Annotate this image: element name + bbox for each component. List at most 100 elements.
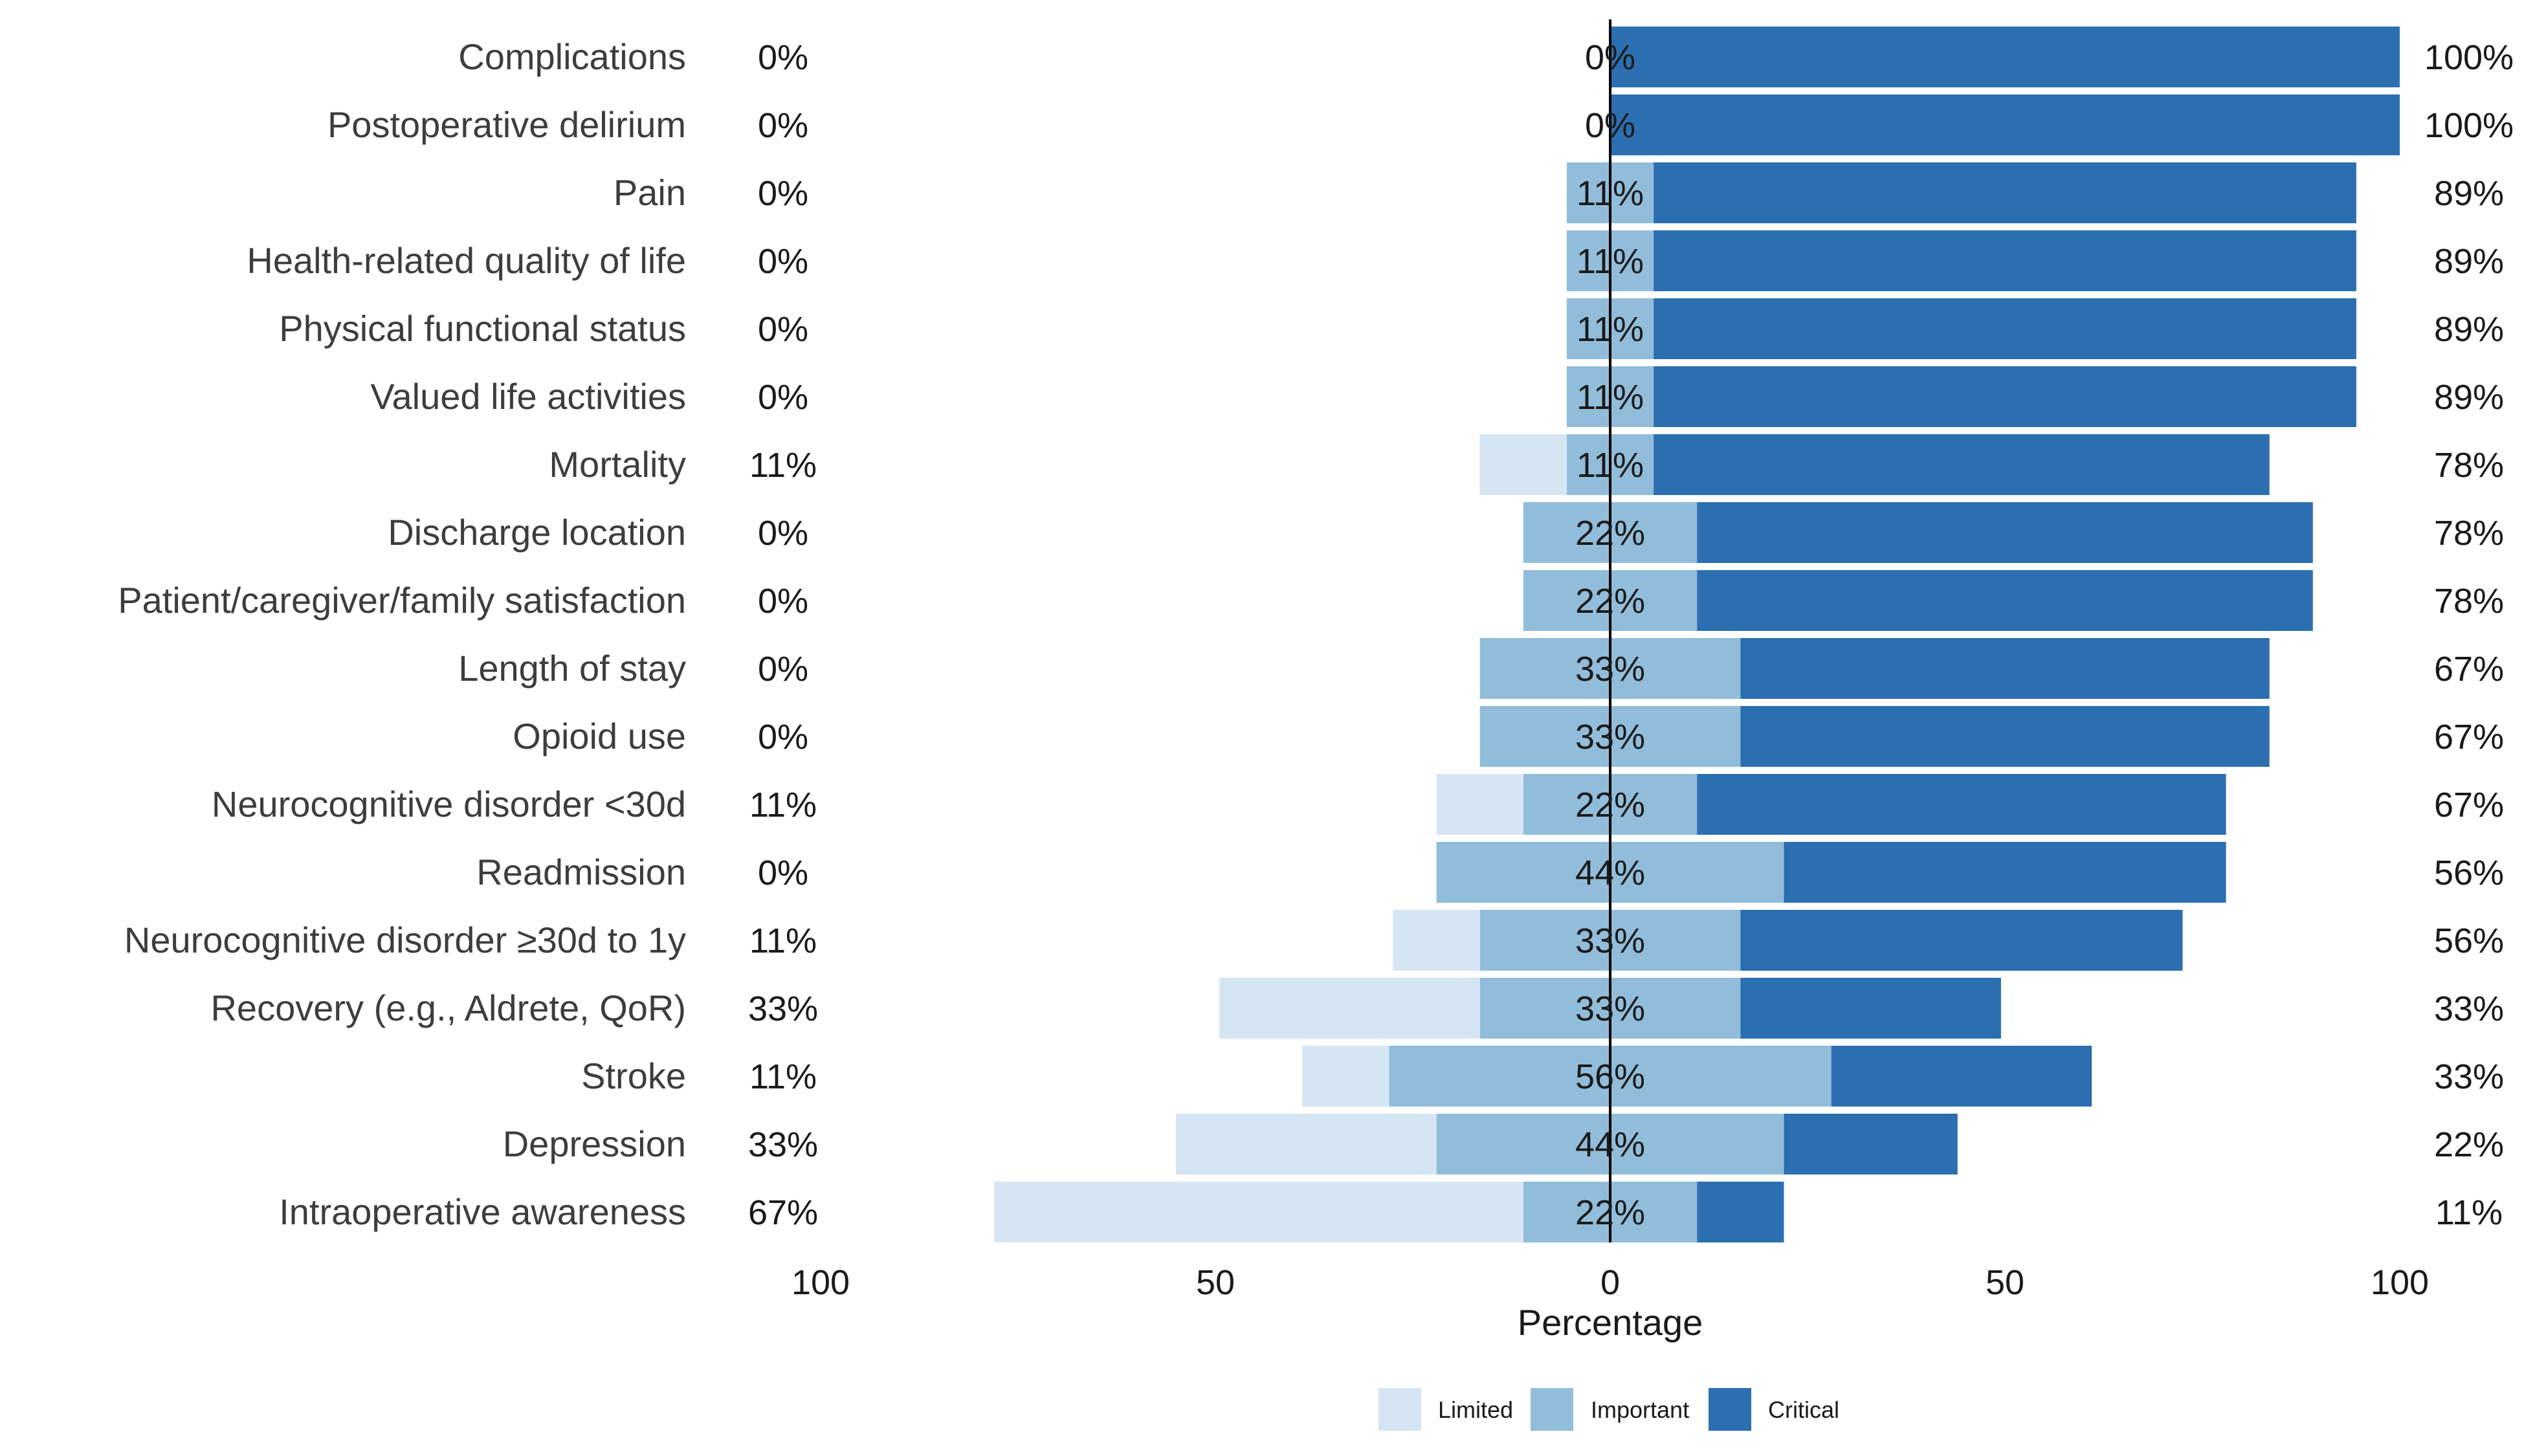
bar-critical: [1740, 978, 2001, 1039]
bar-critical: [1697, 502, 2313, 563]
x-axis: 100 50 0 50 100: [792, 1263, 2429, 1302]
bar-limited: [1479, 434, 1567, 495]
category-label: Length of stay: [458, 648, 686, 689]
bars-layer: [994, 27, 2400, 1242]
bar-limited: [1302, 1046, 1389, 1107]
limited-percent-label: 33%: [748, 989, 818, 1028]
bar-critical: [1740, 638, 2270, 699]
important-percent-label: 11%: [1577, 378, 1644, 417]
category-label: Intraoperative awareness: [279, 1191, 686, 1232]
bar-limited: [1436, 774, 1523, 835]
limited-percent-label: 0%: [758, 582, 808, 621]
labels-layer: Complications 0% 0% 100% Postoperative delir…: [118, 36, 2514, 1232]
important-percent-label: 56%: [1575, 1057, 1645, 1096]
bar-critical: [1654, 366, 2356, 427]
important-percent-label: 11%: [1577, 242, 1644, 281]
important-percent-label: 0%: [1585, 106, 1635, 145]
legend-label: Limited: [1438, 1396, 1513, 1423]
critical-percent-label: 56%: [2434, 854, 2504, 892]
important-percent-label: 22%: [1575, 1193, 1645, 1232]
bar-critical: [1697, 570, 2313, 631]
critical-percent-label: 89%: [2434, 242, 2504, 281]
critical-percent-label: 78%: [2434, 514, 2504, 553]
important-percent-label: 33%: [1575, 989, 1645, 1028]
x-tick-label: 50: [1986, 1263, 2024, 1302]
limited-percent-label: 0%: [758, 174, 808, 213]
category-label: Health-related quality of life: [247, 240, 686, 281]
important-percent-label: 22%: [1575, 786, 1645, 824]
critical-percent-label: 100%: [2424, 106, 2514, 145]
bar-critical: [1740, 910, 2183, 971]
limited-percent-label: 11%: [749, 1057, 817, 1096]
bar-limited: [994, 1182, 1523, 1242]
important-percent-label: 22%: [1575, 514, 1645, 553]
bar-critical: [1610, 94, 2400, 155]
category-label: Pain: [614, 172, 686, 213]
x-tick-label: 100: [792, 1263, 850, 1302]
category-label: Valued life activities: [370, 376, 686, 417]
limited-percent-label: 0%: [758, 242, 808, 281]
critical-percent-label: 67%: [2434, 718, 2504, 756]
important-percent-label: 11%: [1577, 446, 1644, 485]
bar-critical: [1784, 1114, 1958, 1175]
bar-limited: [1219, 978, 1480, 1039]
bar-limited: [1176, 1114, 1437, 1175]
bar-critical: [1654, 298, 2356, 359]
important-percent-label: 33%: [1575, 921, 1645, 960]
critical-percent-label: 89%: [2434, 310, 2504, 349]
x-tick-label: 0: [1600, 1263, 1620, 1302]
category-label: Neurocognitive disorder ≥30d to 1y: [124, 920, 686, 960]
legend: Limited Important Critical: [1378, 1388, 1839, 1431]
bar-critical: [1740, 706, 2270, 767]
category-label: Depression: [503, 1123, 686, 1164]
limited-percent-label: 0%: [758, 310, 808, 349]
limited-percent-label: 33%: [748, 1125, 818, 1164]
important-percent-label: 33%: [1575, 650, 1645, 689]
bar-limited: [1393, 910, 1480, 971]
category-label: Postoperative delirium: [327, 104, 686, 145]
limited-percent-label: 0%: [758, 514, 808, 553]
critical-percent-label: 56%: [2434, 921, 2504, 960]
bar-critical: [1654, 434, 2270, 495]
legend-swatch: [1531, 1388, 1573, 1431]
category-label: Readmission: [476, 852, 686, 892]
limited-percent-label: 11%: [749, 446, 817, 485]
critical-percent-label: 100%: [2424, 38, 2514, 77]
limited-percent-label: 0%: [758, 718, 808, 756]
category-label: Neurocognitive disorder <30d: [212, 784, 686, 824]
bar-critical: [1697, 1182, 1784, 1242]
bar-critical: [1654, 162, 2356, 223]
bar-critical: [1654, 230, 2356, 291]
bar-critical: [1831, 1046, 2092, 1107]
critical-percent-label: 89%: [2434, 174, 2504, 213]
important-percent-label: 0%: [1585, 38, 1635, 77]
category-label: Opioid use: [513, 716, 686, 756]
legend-label: Important: [1591, 1396, 1689, 1423]
bar-critical: [1697, 774, 2226, 835]
category-label: Physical functional status: [279, 308, 686, 349]
category-label: Patient/caregiver/family satisfaction: [118, 580, 686, 621]
x-axis-title: Percentage: [1518, 1302, 1703, 1343]
legend-swatch: [1709, 1388, 1751, 1431]
important-percent-label: 33%: [1575, 718, 1645, 756]
limited-percent-label: 0%: [758, 106, 808, 145]
limited-percent-label: 0%: [758, 650, 808, 689]
limited-percent-label: 11%: [749, 786, 817, 824]
critical-percent-label: 89%: [2434, 378, 2504, 417]
category-label: Complications: [458, 36, 686, 77]
important-percent-label: 11%: [1577, 310, 1644, 349]
critical-percent-label: 33%: [2434, 1057, 2504, 1096]
critical-percent-label: 22%: [2434, 1125, 2504, 1164]
critical-percent-label: 78%: [2434, 582, 2504, 621]
category-label: Discharge location: [388, 512, 686, 553]
critical-percent-label: 33%: [2434, 989, 2504, 1028]
critical-percent-label: 67%: [2434, 786, 2504, 824]
legend-swatch: [1378, 1388, 1421, 1431]
category-label: Stroke: [581, 1055, 686, 1096]
important-percent-label: 44%: [1575, 1125, 1645, 1164]
limited-percent-label: 0%: [758, 378, 808, 417]
important-percent-label: 22%: [1575, 582, 1645, 621]
limited-percent-label: 0%: [758, 38, 808, 77]
